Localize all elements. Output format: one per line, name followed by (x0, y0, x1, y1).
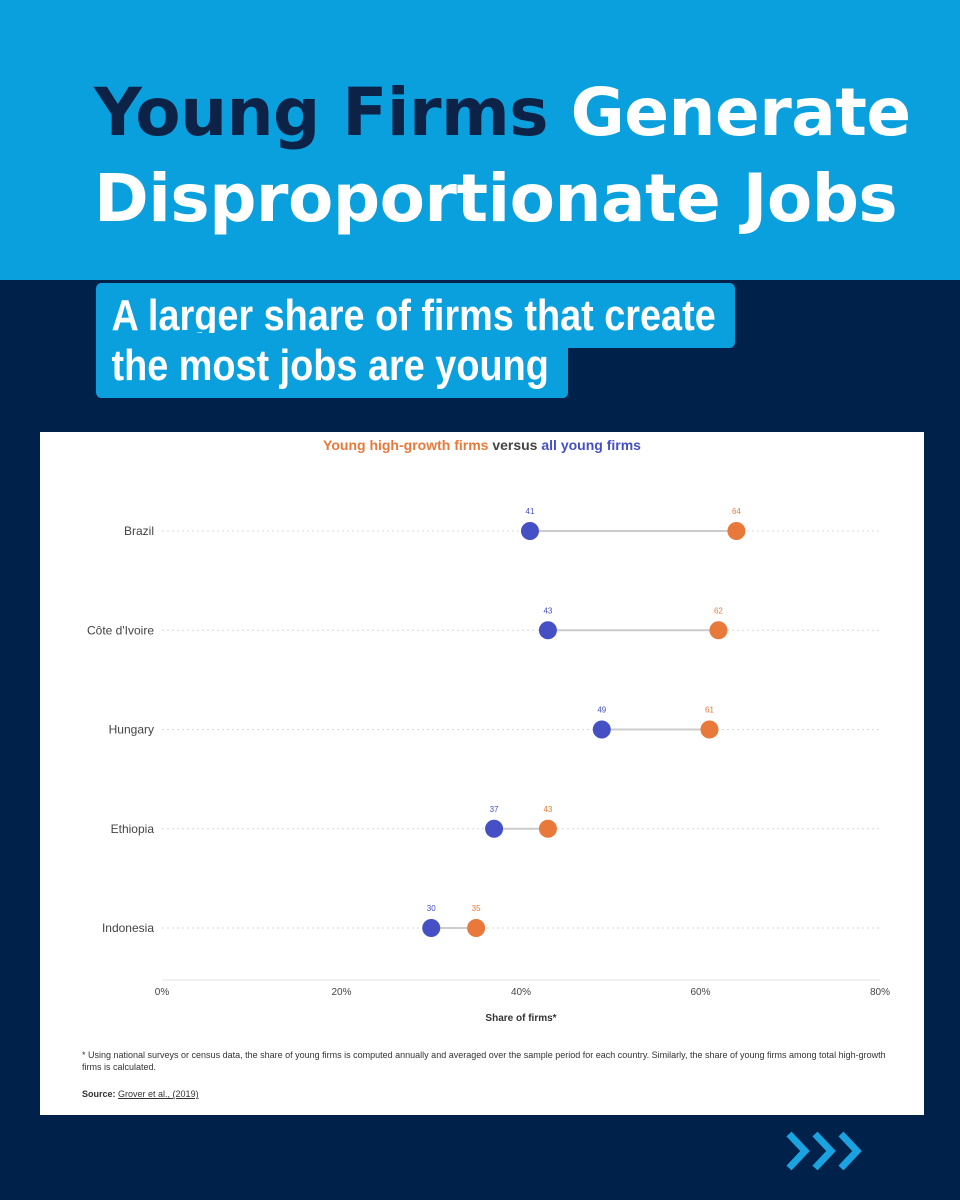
x-tick-label: 0% (155, 987, 170, 998)
category-label: Brazil (124, 524, 154, 538)
point-all-young-firms (485, 819, 504, 838)
chart-footnote: * Using national surveys or census data,… (82, 1050, 886, 1072)
point-young-high-growth-firms (709, 621, 728, 640)
data-label-young-high-growth-firms: 62 (714, 606, 723, 615)
chart-legend: Young high-growth firms versus all young… (40, 437, 924, 453)
category-label: Côte d'Ivoire (87, 623, 154, 637)
subtitle-line2: the most jobs are young (111, 341, 549, 390)
point-all-young-firms (592, 720, 611, 739)
legend-connector: versus (488, 437, 542, 453)
triple-chevron-right-icon[interactable] (785, 1128, 875, 1174)
x-tick-label: 20% (331, 987, 351, 998)
point-young-high-growth-firms (467, 919, 486, 937)
data-label-young-high-growth-firms: 64 (732, 507, 741, 516)
data-label-all-young-firms: 49 (597, 706, 606, 715)
subtitle-line1: A larger share of firms that create (111, 291, 716, 340)
x-tick-label: 60% (690, 987, 710, 998)
category-label: Hungary (109, 723, 154, 737)
subtitle-callout: A larger share of firms that create the m… (96, 283, 735, 398)
title-rest: Generate (548, 74, 912, 151)
category-label: Ethiopia (111, 822, 155, 836)
title-highlight: Young Firms (94, 74, 549, 151)
data-label-young-high-growth-firms: 61 (705, 706, 714, 715)
point-young-high-growth-firms (538, 819, 557, 838)
chart-source: Source: Grover et al., (2019) (82, 1089, 199, 1099)
legend-series2: all young firms (541, 437, 641, 453)
data-label-all-young-firms: 43 (543, 606, 552, 615)
category-label: Indonesia (102, 921, 154, 935)
chart-card: Young high-growth firms versus all young… (40, 432, 924, 1115)
dumbbell-chart: Brazil 41 64 Côte d'Ivoire 43 62 Hungary 49 61 Et… (87, 507, 890, 1024)
title-line2: Disproportionate Jobs (94, 160, 898, 237)
x-tick-label: 80% (870, 987, 890, 998)
legend-series1: Young high-growth firms (323, 437, 489, 453)
page-title: Young Firms Generate Disproportionate Jo… (94, 70, 911, 242)
data-label-young-high-growth-firms: 43 (543, 805, 552, 814)
point-all-young-firms (520, 522, 539, 540)
point-all-young-firms (422, 919, 441, 937)
source-link[interactable]: Grover et al., (2019) (118, 1089, 199, 1099)
point-young-high-growth-firms (700, 720, 719, 739)
point-young-high-growth-firms (727, 522, 746, 540)
data-label-all-young-firms: 37 (490, 805, 499, 814)
x-axis-title: Share of firms* (485, 1013, 556, 1024)
data-label-young-high-growth-firms: 35 (472, 904, 481, 913)
subtitle-text: A larger share of firms that create the m… (96, 283, 735, 398)
source-label: Source: (82, 1089, 116, 1099)
header-band (0, 0, 960, 280)
data-label-all-young-firms: 30 (427, 904, 436, 913)
point-all-young-firms (538, 621, 557, 640)
data-label-all-young-firms: 41 (526, 507, 535, 516)
x-tick-label: 40% (511, 987, 531, 998)
